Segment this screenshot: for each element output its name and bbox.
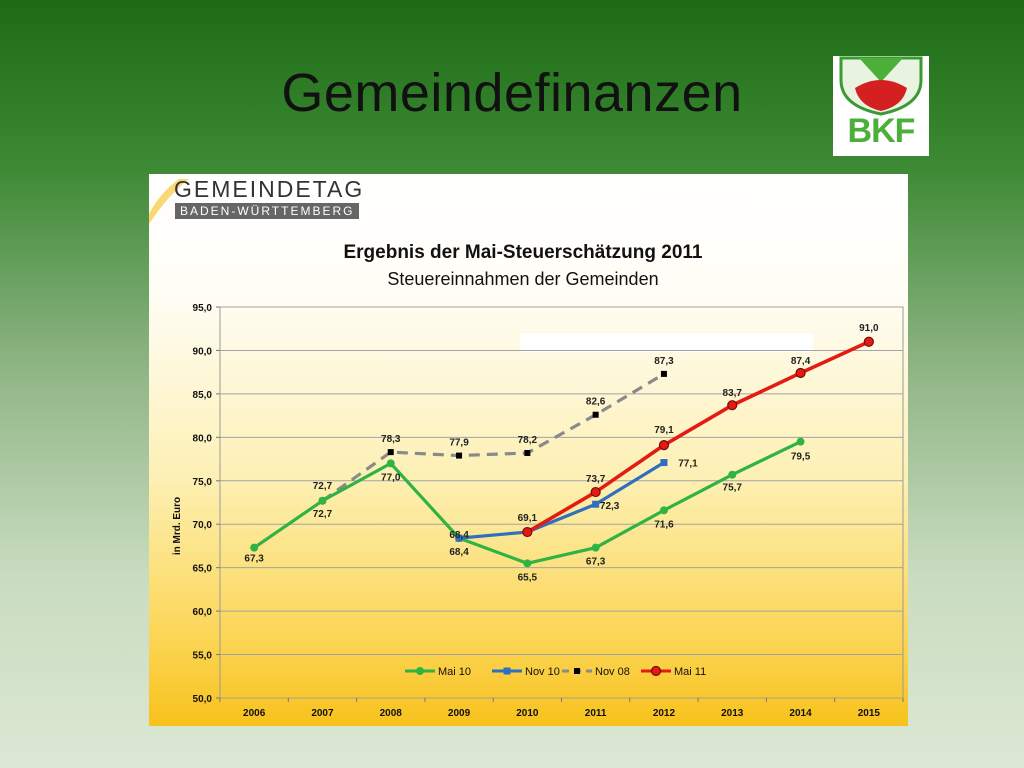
- white-bar: [520, 333, 813, 352]
- legend-marker-mai11: [650, 665, 662, 677]
- data-label-nov08: 82,6: [586, 397, 606, 408]
- header-swoosh: [149, 179, 189, 224]
- point-nov08: [456, 452, 463, 459]
- y-tick-label: 90,0: [193, 346, 213, 357]
- x-tick-label: 2009: [448, 708, 471, 719]
- point-mai10: [659, 506, 668, 515]
- y-axis-label: in Mrd. Euro: [172, 497, 183, 555]
- x-tick-label: 2011: [585, 708, 607, 719]
- point-mai10: [250, 543, 259, 552]
- series-line-nov08: [321, 372, 665, 503]
- data-label-mai10: 75,7: [723, 483, 743, 494]
- x-tick-label: 2012: [653, 708, 676, 719]
- y-tick-label: 70,0: [193, 520, 213, 531]
- point-mai10: [796, 437, 805, 446]
- x-tick-label: 2010: [516, 708, 539, 719]
- data-label-mai10: 72,7: [313, 509, 333, 520]
- point-mai11: [590, 486, 601, 498]
- x-tick-label: 2007: [311, 708, 334, 719]
- data-label-nov08: 72,7: [313, 481, 333, 492]
- point-mai11: [658, 440, 670, 451]
- legend-label-nov10: Nov 10: [525, 666, 560, 678]
- x-tick-label: 2008: [380, 708, 403, 719]
- org-subtitle: BADEN-WÜRTTEMBERG: [175, 203, 360, 219]
- point-mai10: [318, 496, 327, 505]
- point-mai10: [591, 543, 600, 552]
- point-nov10: [592, 500, 600, 508]
- point-mai11: [863, 336, 874, 347]
- data-label-mai11: 87,4: [791, 356, 811, 367]
- y-tick-label: 85,0: [193, 390, 213, 401]
- data-label-mai11: 91,0: [859, 323, 879, 334]
- chart-title: Ergebnis der Mai-Steuerschätzung 2011: [343, 242, 702, 263]
- point-mai10: [728, 470, 737, 479]
- org-name: GEMEINDETAG: [174, 176, 365, 202]
- legend-marker-nov10: [503, 667, 511, 675]
- y-tick-label: 50,0: [193, 694, 213, 705]
- legend-label-mai10: Mai 10: [438, 666, 471, 678]
- data-label-mai10: 77,0: [381, 472, 401, 483]
- data-label-nov10: 77,1: [678, 459, 698, 470]
- data-label-mai10: 68,4: [449, 547, 469, 558]
- point-nov08: [592, 411, 599, 418]
- data-label-nov08: 77,9: [449, 438, 469, 449]
- line-chart: Ergebnis der Mai-Steuerschätzung 2011 St…: [172, 242, 904, 719]
- y-tick-label: 60,0: [193, 607, 213, 618]
- point-nov08: [660, 370, 667, 377]
- y-tick-label: 65,0: [193, 564, 213, 575]
- series-line-mai10: [253, 440, 802, 565]
- point-nov08: [387, 449, 394, 456]
- point-nov08: [524, 449, 531, 456]
- data-label-mai10: 67,3: [586, 557, 606, 568]
- legend-marker-mai10: [416, 667, 424, 675]
- point-nov10: [455, 534, 463, 542]
- point-mai11: [795, 367, 806, 379]
- shield-icon: [839, 56, 923, 116]
- data-label-nov08: 87,3: [654, 356, 674, 367]
- y-tick-label: 75,0: [193, 477, 213, 488]
- data-label-mai10: 79,5: [791, 452, 811, 463]
- point-mai11: [727, 400, 738, 411]
- y-tick-label: 80,0: [193, 433, 213, 444]
- point-mai10: [386, 459, 395, 468]
- point-mai10: [523, 559, 532, 568]
- y-tick-label: 95,0: [193, 303, 213, 314]
- data-label-mai10: 65,5: [518, 572, 538, 583]
- chart-panel: GEMEINDETAG BADEN-WÜRTTEMBERG Ergebnis d…: [149, 174, 908, 726]
- data-label-nov08: 78,3: [381, 434, 401, 445]
- x-tick-label: 2013: [721, 708, 744, 719]
- point-mai11: [522, 526, 533, 538]
- data-label-mai11: 83,7: [723, 388, 743, 399]
- x-tick-label: 2006: [243, 708, 266, 719]
- data-label-mai10: 71,6: [654, 519, 674, 530]
- slide-title: Gemeindefinanzen: [281, 63, 743, 123]
- series-line-nov10: [458, 461, 665, 540]
- legend-label-nov08: Nov 08: [595, 666, 630, 678]
- point-nov10: [660, 459, 668, 467]
- data-label-mai10: 67,3: [244, 554, 264, 565]
- logo-text: BKF: [847, 112, 916, 150]
- data-label-nov10: 68,4: [449, 530, 469, 541]
- data-label-nov10: 72,3: [600, 501, 620, 512]
- data-label-mai11: 73,7: [586, 474, 606, 485]
- x-tick-label: 2014: [789, 708, 812, 719]
- legend-label-mai11: Mai 11: [674, 666, 706, 678]
- chart-subtitle: Steuereinnahmen der Gemeinden: [387, 269, 658, 289]
- series-line-mai11: [526, 340, 870, 534]
- legend-marker-nov08: [574, 668, 580, 674]
- bkf-logo: BKF: [833, 56, 929, 156]
- y-tick-label: 55,0: [193, 651, 213, 662]
- data-label-nov08: 78,2: [518, 435, 538, 446]
- data-label-mai11: 79,1: [654, 425, 674, 436]
- x-tick-label: 2015: [858, 708, 881, 719]
- data-label-mai11: 69,1: [518, 513, 538, 524]
